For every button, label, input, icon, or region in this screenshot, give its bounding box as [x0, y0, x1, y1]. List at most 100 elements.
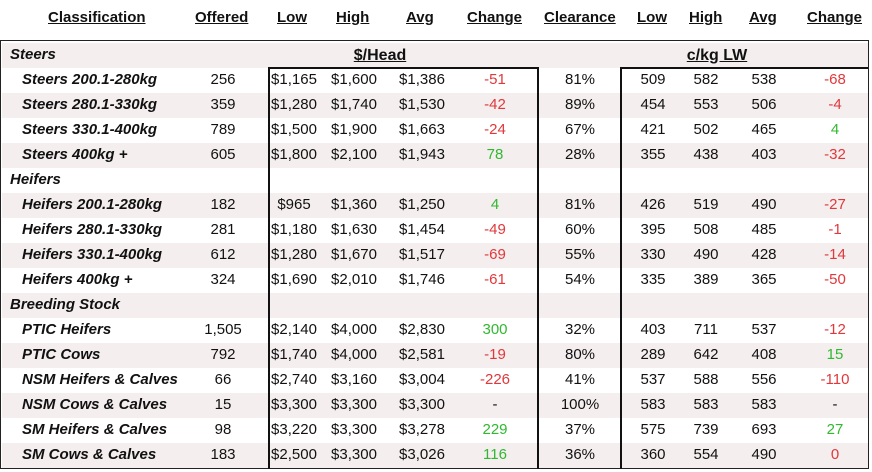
cell-change: -19	[484, 346, 506, 363]
cell-kg-change: -27	[824, 196, 846, 213]
section-label: Breeding Stock	[10, 296, 121, 313]
table-row: Steers 280.1-330kg 359 $1,280 $1,740 $1,530 -…	[2, 93, 868, 118]
cell-clearance: 37%	[564, 421, 596, 438]
cell-kg-low: 537	[640, 371, 666, 388]
cell-high: $1,740	[331, 96, 377, 113]
cell-kg-high: 554	[693, 446, 719, 463]
cell-kg-avg: 556	[751, 371, 777, 388]
section-label: Heifers	[10, 171, 61, 188]
cell-kg-low: 355	[640, 146, 666, 163]
row-label: Steers 330.1-400kg	[22, 121, 158, 138]
cell-kg-avg: 693	[751, 421, 777, 438]
cell-kg-high: 508	[693, 221, 719, 238]
group-head-label: $/Head	[353, 47, 407, 64]
cell-kg-high: 519	[693, 196, 719, 213]
cell-kg-low: 335	[640, 271, 666, 288]
cell-kg-avg: 428	[751, 246, 777, 263]
cell-kg-low: 426	[640, 196, 666, 213]
cell-avg: $1,517	[399, 246, 445, 263]
cell-high: $3,300	[331, 421, 377, 438]
row-label: Heifers 330.1-400kg	[22, 246, 163, 263]
cell-kg-high: 389	[693, 271, 719, 288]
cell-avg: $1,454	[399, 221, 445, 238]
section-row: Steers	[2, 43, 868, 68]
cell-high: $4,000	[331, 346, 377, 363]
cell-kg-avg: 365	[751, 271, 777, 288]
cell-avg: $3,300	[399, 396, 445, 413]
cell-kg-high: 588	[693, 371, 719, 388]
cell-kg-high: 583	[693, 396, 719, 413]
cell-high: $1,630	[331, 221, 377, 238]
cell-kg-low: 395	[640, 221, 666, 238]
cell-avg: $3,026	[399, 446, 445, 463]
cell-kg-avg: 408	[751, 346, 777, 363]
cell-low: $1,280	[271, 246, 317, 263]
cell-clearance: 28%	[564, 146, 596, 163]
cell-clearance: 60%	[564, 221, 596, 238]
cell-offered: 281	[210, 221, 236, 238]
cell-offered: 66	[214, 371, 232, 388]
cell-kg-low: 421	[640, 121, 666, 138]
cell-avg: $1,663	[399, 121, 445, 138]
cell-kg-high: 553	[693, 96, 719, 113]
cell-change: 116	[483, 446, 507, 463]
cell-kg-change: -4	[828, 96, 842, 113]
row-label: Steers 200.1-280kg	[22, 71, 158, 88]
cell-avg: $1,746	[399, 271, 445, 288]
cell-kg-high: 739	[693, 421, 719, 438]
cell-offered: 15	[214, 396, 232, 413]
cell-kg-change: -14	[824, 246, 846, 263]
cell-kg-change: -50	[824, 271, 846, 288]
cell-low: $1,740	[271, 346, 317, 363]
cell-low: $965	[277, 196, 311, 213]
cell-high: $2,100	[331, 146, 377, 163]
header-row: Classification Offered Low High Avg Chan…	[0, 0, 872, 38]
cell-clearance: 41%	[564, 371, 596, 388]
cell-kg-avg: 403	[751, 146, 777, 163]
cell-clearance: 81%	[564, 71, 596, 88]
cell-low: $1,690	[271, 271, 317, 288]
table-row: Steers 330.1-400kg 789 $1,500 $1,900 $1,663 -…	[2, 118, 868, 143]
table-frame	[0, 40, 869, 469]
cell-kg-avg: 583	[751, 396, 777, 413]
cell-kg-change: -110	[820, 371, 850, 388]
table-row: Heifers 400kg + 324 $1,690 $2,010 $1,746 -61 5…	[2, 268, 868, 293]
cell-high: $1,600	[331, 71, 377, 88]
cell-clearance: 89%	[564, 96, 596, 113]
cell-kg-change: 27	[826, 421, 844, 438]
col-header-kg-high: High	[689, 9, 723, 26]
cell-high: $3,160	[331, 371, 377, 388]
cell-kg-avg: 490	[751, 196, 777, 213]
table-row: NSM Heifers & Calves 66 $2,740 $3,160 $3,004…	[2, 368, 868, 393]
cell-kg-high: 502	[693, 121, 719, 138]
cell-kg-change: -32	[824, 146, 846, 163]
cell-high: $1,670	[331, 246, 377, 263]
cell-avg: $2,830	[399, 321, 445, 338]
cell-change: -24	[484, 121, 506, 138]
row-label: PTIC Cows	[22, 346, 101, 363]
cell-avg: $1,386	[399, 71, 445, 88]
cell-kg-change: -	[832, 396, 838, 413]
divider-after-change	[537, 67, 539, 469]
cell-kg-avg: 537	[751, 321, 777, 338]
table-row: Heifers 330.1-400kg 612 $1,280 $1,670 $1,517…	[2, 243, 868, 268]
cell-clearance: 36%	[564, 446, 596, 463]
cell-low: $1,500	[271, 121, 317, 138]
cell-change: 78	[486, 146, 504, 163]
cell-kg-high: 582	[693, 71, 719, 88]
cell-offered: 182	[210, 196, 236, 213]
section-row: Heifers	[2, 168, 868, 193]
col-header-avg: Avg	[406, 9, 434, 26]
cell-high: $4,000	[331, 321, 377, 338]
cell-clearance: 32%	[564, 321, 596, 338]
cell-high: $3,300	[331, 396, 377, 413]
row-label: Steers 280.1-330kg	[22, 96, 158, 113]
cell-low: $2,740	[271, 371, 317, 388]
col-header-offered: Offered	[195, 9, 249, 26]
col-header-kg-avg: Avg	[749, 9, 777, 26]
cell-change: -61	[484, 271, 506, 288]
cell-avg: $1,943	[399, 146, 445, 163]
cell-clearance: 54%	[564, 271, 596, 288]
cell-offered: 789	[210, 121, 236, 138]
